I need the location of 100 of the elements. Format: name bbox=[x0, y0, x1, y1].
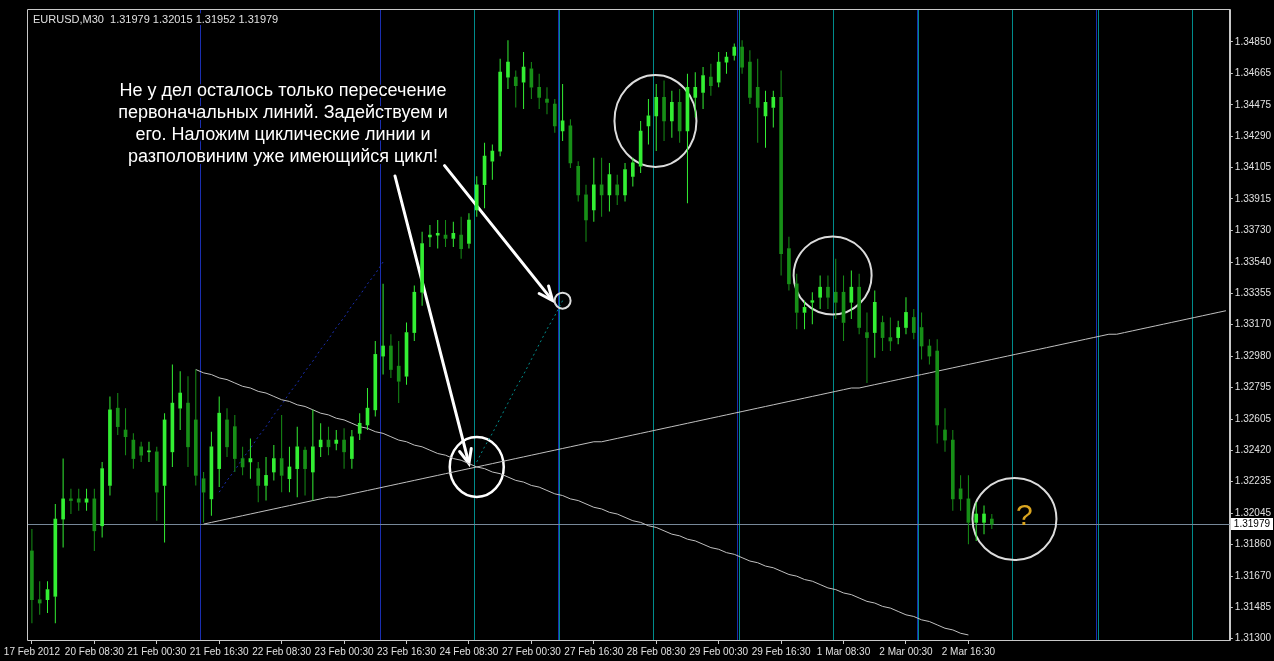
candlestick bbox=[631, 157, 635, 187]
candlestick bbox=[654, 83, 659, 152]
candlestick bbox=[872, 290, 877, 358]
candlestick bbox=[389, 334, 393, 378]
candlestick bbox=[357, 413, 362, 441]
y-tick-label: 1.32795 bbox=[1234, 380, 1272, 392]
candlestick bbox=[225, 408, 229, 457]
candlestick bbox=[256, 461, 261, 503]
candlestick bbox=[709, 63, 713, 96]
y-tick-label: 1.34290 bbox=[1234, 129, 1272, 141]
y-tick-label: 1.33915 bbox=[1234, 192, 1272, 204]
candlestick bbox=[506, 40, 510, 89]
x-tick-label: 21 Feb 00:30 bbox=[127, 645, 187, 657]
candlestick bbox=[584, 184, 588, 242]
y-tick-label: 1.31300 bbox=[1234, 632, 1272, 644]
x-tick-label: 2 Mar 00:30 bbox=[879, 645, 934, 657]
candlestick bbox=[865, 312, 869, 383]
y-tick-label: 1.34475 bbox=[1234, 98, 1272, 110]
y-tick-label: 1.31485 bbox=[1234, 600, 1272, 612]
candlestick bbox=[748, 50, 752, 105]
candlestick bbox=[420, 231, 424, 306]
candlestick bbox=[662, 80, 666, 142]
candlestick bbox=[943, 408, 947, 452]
candlestick bbox=[794, 273, 799, 330]
y-tick-label: 1.31860 bbox=[1234, 537, 1272, 549]
y-tick-label: 1.32045 bbox=[1234, 506, 1272, 518]
candlestick bbox=[100, 461, 104, 538]
candlestick bbox=[37, 581, 42, 615]
candlestick bbox=[950, 430, 955, 511]
candlestick bbox=[732, 43, 737, 61]
candlestick bbox=[810, 292, 815, 325]
candlestick bbox=[474, 176, 479, 217]
candlestick bbox=[513, 70, 518, 108]
y-tick-label: 1.31670 bbox=[1234, 569, 1272, 581]
x-tick-label: 20 Feb 08:30 bbox=[64, 645, 125, 657]
candlestick bbox=[498, 58, 502, 157]
y-tick-label: 1.32235 bbox=[1234, 474, 1272, 486]
candlestick bbox=[716, 52, 721, 88]
candlestick bbox=[693, 72, 698, 118]
x-tick-label: 17 Feb 2012 bbox=[3, 645, 61, 657]
y-tick-label: 1.33170 bbox=[1234, 317, 1272, 329]
candlestick bbox=[350, 430, 354, 469]
candlestick bbox=[670, 90, 674, 138]
candlestick bbox=[459, 216, 463, 259]
y-tick-label: 1.34665 bbox=[1234, 66, 1272, 78]
candlestick bbox=[193, 369, 198, 486]
candlestick bbox=[178, 371, 183, 430]
candlestick bbox=[115, 393, 120, 436]
x-tick-label: 24 Feb 08:30 bbox=[439, 645, 499, 657]
annotation: ? bbox=[1016, 498, 1033, 532]
y-tick-label: 1.34850 bbox=[1234, 35, 1272, 47]
x-tick-label: 23 Feb 00:30 bbox=[314, 645, 374, 657]
x-tick-label: 29 Feb 00:30 bbox=[689, 645, 749, 657]
candlestick bbox=[537, 73, 542, 110]
candlestick bbox=[154, 446, 159, 521]
candlestick bbox=[755, 58, 760, 143]
candlestick bbox=[396, 340, 401, 404]
x-tick-label: 27 Feb 16:30 bbox=[564, 645, 624, 657]
candlestick bbox=[295, 426, 300, 498]
x-tick-label: 22 Feb 08:30 bbox=[252, 645, 312, 657]
x-tick-label: 23 Feb 16:30 bbox=[377, 645, 437, 657]
candlestick bbox=[232, 414, 237, 472]
candlestick bbox=[818, 275, 822, 310]
candlestick bbox=[974, 502, 979, 541]
candlestick bbox=[272, 445, 276, 481]
candlestick bbox=[740, 40, 744, 74]
candlestick bbox=[311, 409, 315, 501]
candlestick bbox=[591, 157, 596, 222]
candlestick bbox=[787, 236, 791, 291]
candlestick bbox=[76, 488, 81, 511]
candlestick bbox=[381, 283, 385, 375]
x-tick-label: 28 Feb 08:30 bbox=[626, 645, 687, 657]
candlestick bbox=[61, 458, 65, 548]
x-tick-label: 27 Feb 00:30 bbox=[501, 645, 562, 657]
candlestick bbox=[30, 529, 34, 624]
candlestick bbox=[467, 213, 471, 249]
y-tick-label: 1.32605 bbox=[1234, 412, 1272, 424]
y-tick-label: 1.33540 bbox=[1234, 255, 1272, 267]
candlestick bbox=[935, 339, 940, 444]
candlestick bbox=[576, 161, 581, 202]
candlestick bbox=[615, 174, 620, 205]
candlestick bbox=[701, 67, 705, 110]
x-tick-label: 2 Mar 16:30 bbox=[941, 645, 996, 657]
x-tick-label: 21 Feb 16:30 bbox=[189, 645, 250, 657]
candlestick bbox=[779, 70, 783, 276]
candlestick bbox=[186, 376, 190, 467]
candlestick bbox=[334, 430, 339, 451]
candlestick bbox=[303, 446, 307, 496]
candlestick bbox=[139, 441, 143, 462]
candlestick bbox=[264, 456, 268, 501]
candlestick bbox=[53, 503, 58, 624]
candlestick bbox=[623, 162, 627, 202]
y-tick-label: 1.32420 bbox=[1234, 443, 1272, 455]
candlestick bbox=[989, 514, 994, 530]
candlestick bbox=[373, 340, 378, 417]
candlestick bbox=[833, 258, 838, 320]
y-tick-label: 1.32980 bbox=[1234, 349, 1272, 361]
candlestick bbox=[545, 87, 549, 115]
x-tick-label: 1 Mar 08:30 bbox=[816, 645, 871, 657]
y-tick-label: 1.33355 bbox=[1234, 286, 1272, 298]
